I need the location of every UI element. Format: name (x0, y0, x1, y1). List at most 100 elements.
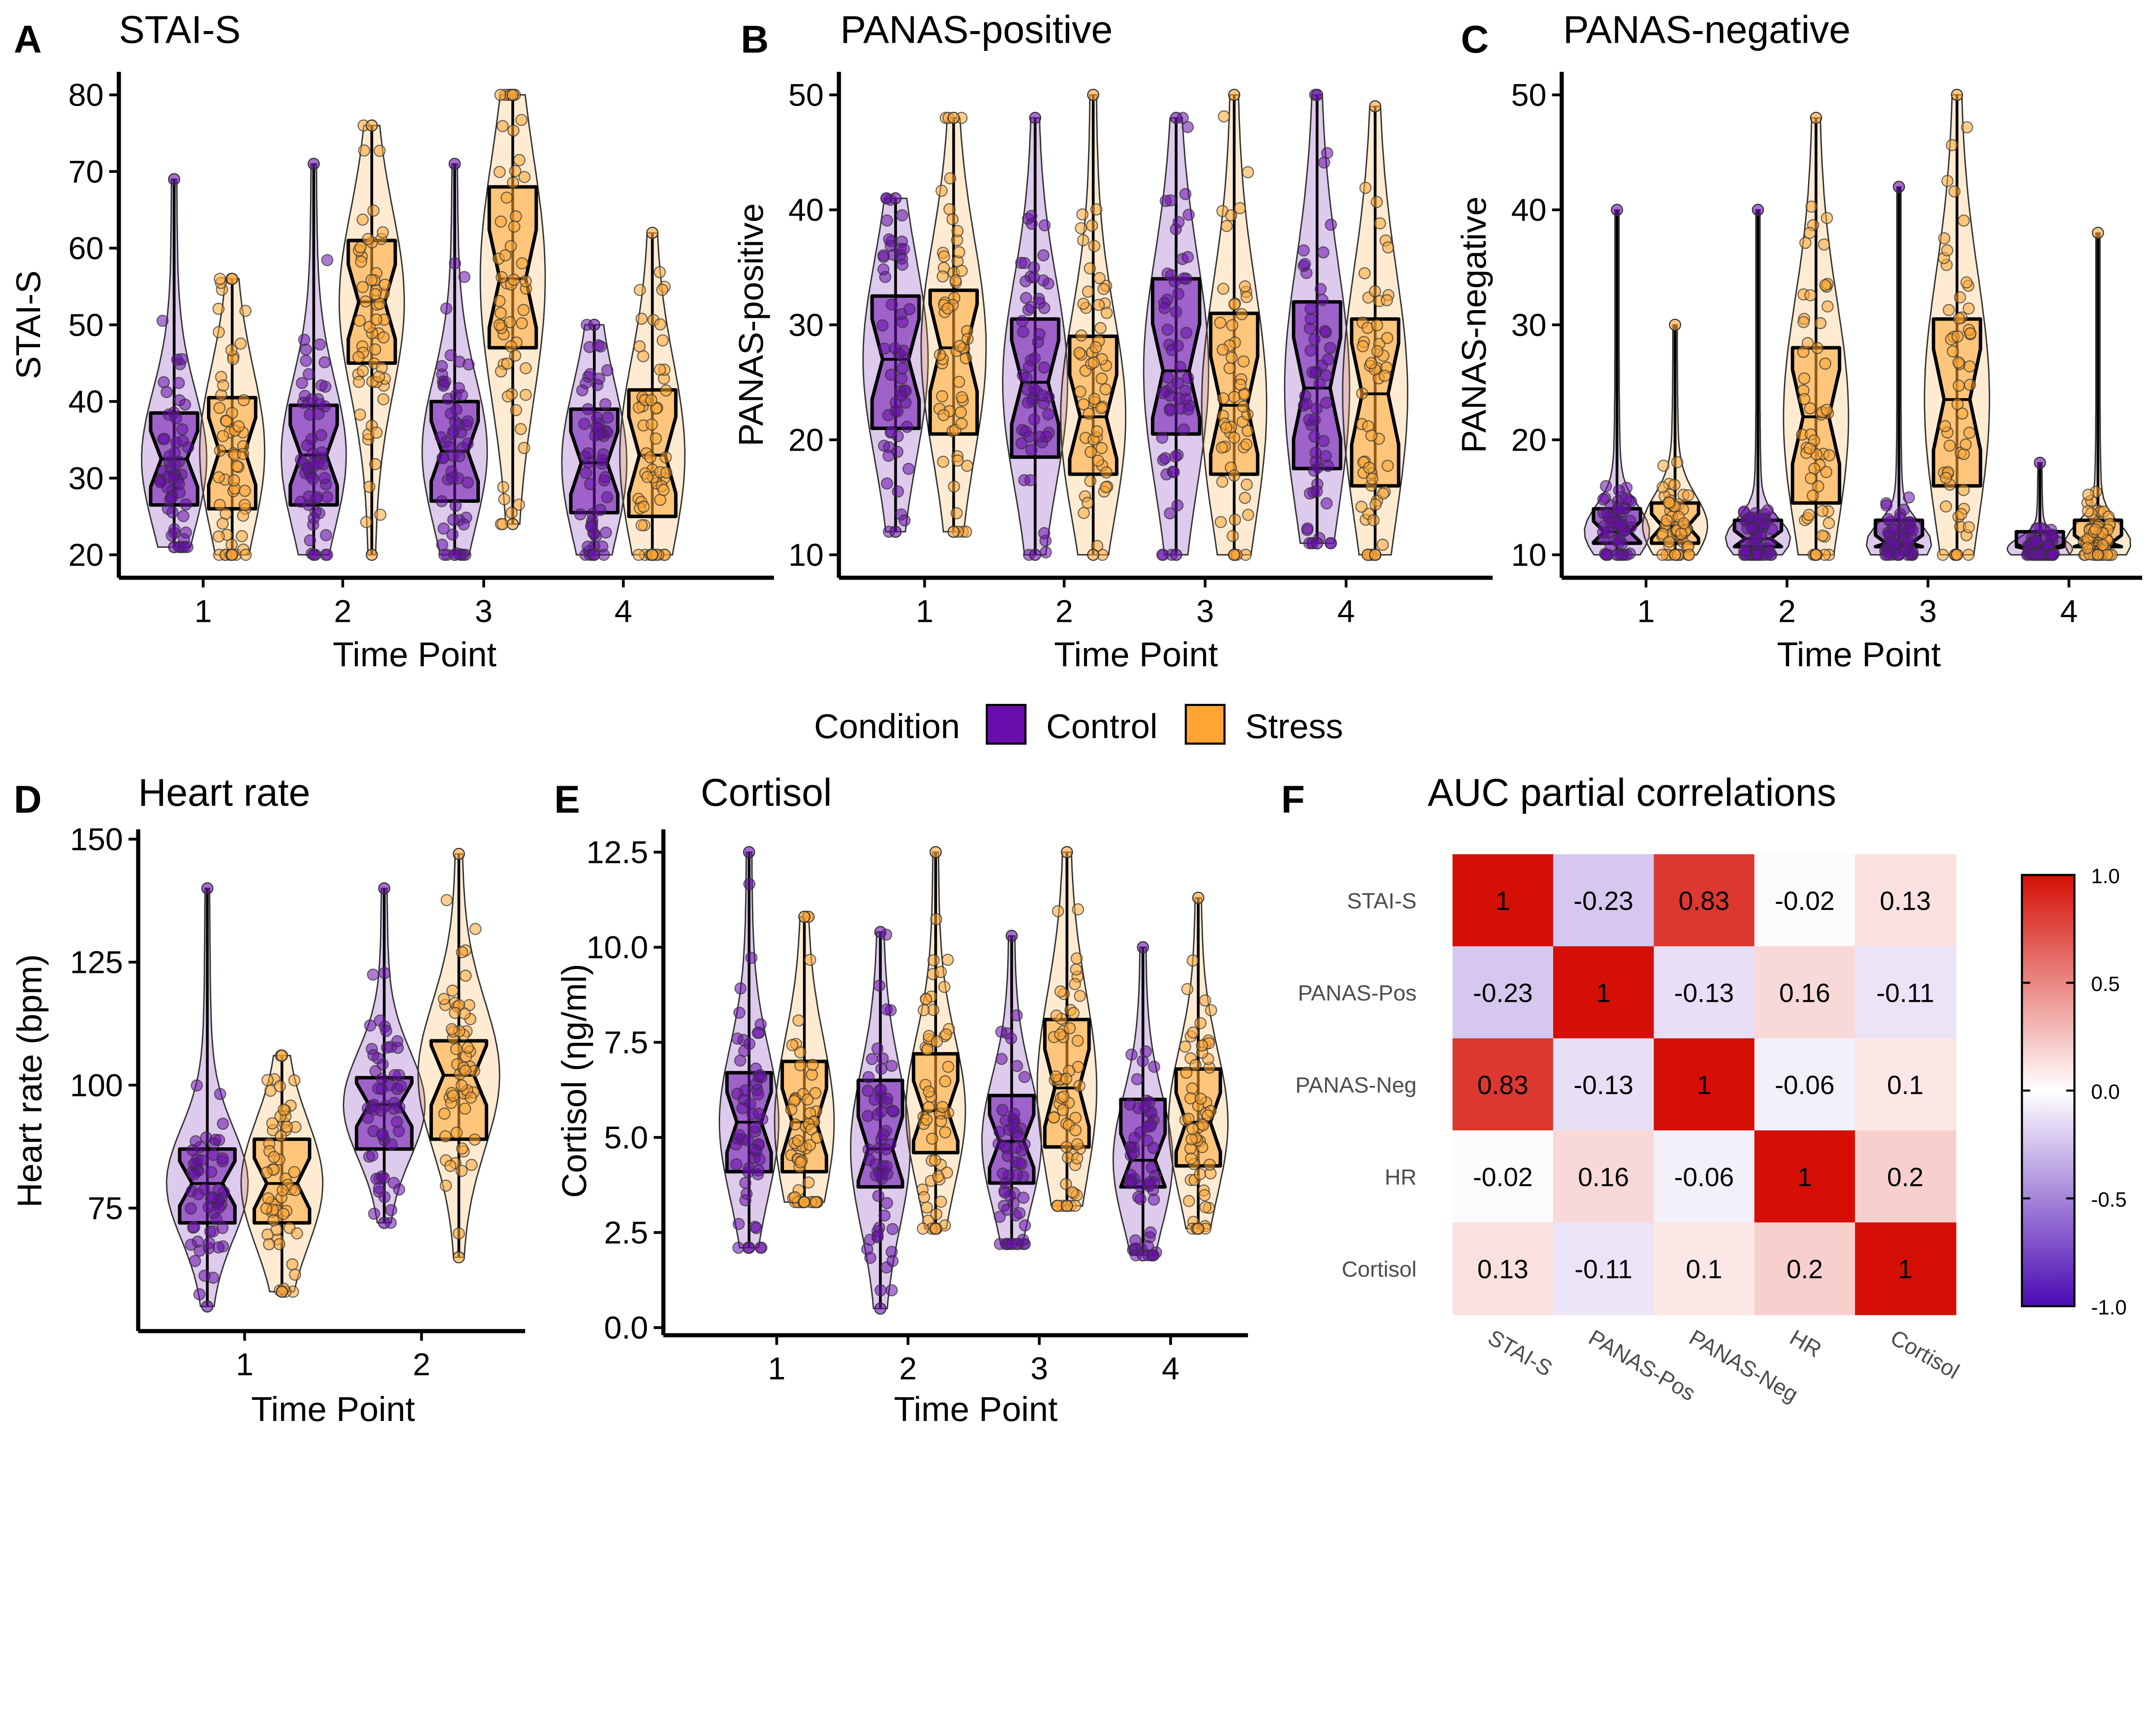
data-point (953, 246, 965, 258)
data-point (450, 1126, 463, 1139)
data-point (1087, 356, 1100, 369)
data-point (438, 1107, 451, 1120)
data-point (871, 1229, 884, 1242)
data-point (929, 1154, 941, 1167)
data-point (1063, 1022, 1076, 1035)
data-point (1094, 322, 1107, 334)
data-point (1370, 196, 1383, 208)
data-point (1182, 372, 1194, 384)
x-tick-label: 2 (334, 593, 351, 629)
data-point (1192, 1223, 1204, 1235)
data-point (437, 522, 450, 535)
data-point (1356, 387, 1369, 400)
data-point (1054, 1028, 1066, 1041)
data-point (898, 243, 910, 255)
data-point (1182, 1113, 1195, 1125)
data-point (505, 340, 517, 353)
colorbar-tick-label: 0.0 (2091, 1080, 2120, 1104)
heatmap-cell-value: -0.11 (1876, 978, 1934, 1007)
data-point (1007, 1121, 1020, 1134)
x-tick-label: 2 (1055, 593, 1073, 629)
data-point (918, 1004, 930, 1016)
data-point (391, 1116, 403, 1128)
data-point (743, 1242, 755, 1254)
data-point (1036, 389, 1049, 402)
group-stress-tp2 (1783, 112, 1849, 561)
data-point (370, 313, 382, 326)
data-point (806, 1059, 819, 1071)
data-point (588, 319, 601, 331)
data-point (1131, 1073, 1144, 1085)
data-point (1316, 294, 1329, 306)
data-point (637, 500, 650, 513)
data-point (447, 449, 459, 462)
data-point (1803, 442, 1816, 455)
group-control-tp1 (862, 192, 929, 538)
data-point (805, 1123, 818, 1136)
group-control-tp4 (2006, 457, 2073, 561)
data-point (189, 1255, 201, 1267)
x-tick-label: 3 (1196, 593, 1214, 629)
data-point (225, 344, 238, 356)
data-point (1060, 1141, 1073, 1154)
colorbar-tick-label: 1.0 (2091, 865, 2120, 888)
data-point (1234, 378, 1247, 391)
data-point (862, 1143, 875, 1156)
data-point (439, 375, 451, 388)
x-axis-label-d: Time Point (251, 1389, 415, 1428)
data-point (1196, 1039, 1208, 1052)
data-point (1060, 1178, 1072, 1190)
data-point (1172, 377, 1184, 389)
data-point (300, 354, 312, 367)
data-point (380, 1025, 392, 1037)
heatmap-cell-value: -0.11 (1574, 1255, 1632, 1284)
data-point (944, 172, 956, 185)
data-point (181, 541, 194, 553)
data-point (730, 1138, 742, 1151)
data-point (520, 389, 532, 401)
data-point (946, 213, 959, 226)
data-point (1086, 219, 1098, 232)
data-point (1218, 110, 1230, 122)
data-point (1661, 514, 1673, 527)
data-point (1025, 444, 1038, 456)
data-point (1314, 283, 1327, 295)
legend: Condition Control Stress (814, 704, 1343, 746)
data-point (937, 409, 950, 421)
data-point (438, 993, 450, 1005)
panel-title-b: PANAS-positive (840, 8, 1113, 51)
data-point (1962, 521, 1975, 533)
data-point (179, 398, 191, 411)
group-control-tp2 (280, 157, 347, 561)
data-point (733, 1218, 745, 1230)
data-point (205, 1166, 217, 1178)
heatmap-cell-value: 0.2 (1887, 1162, 1924, 1192)
data-point (951, 225, 964, 237)
data-point (1237, 400, 1250, 413)
data-point (495, 215, 507, 228)
data-point (216, 1152, 229, 1165)
data-point (234, 337, 247, 350)
data-point (366, 119, 378, 132)
data-point (930, 913, 943, 925)
data-point (1683, 549, 1695, 561)
y-tick-label: 20 (68, 537, 103, 573)
heatmap-col-label: Cortisol (1887, 1325, 1964, 1383)
data-point (1168, 466, 1180, 478)
data-point (885, 426, 898, 438)
data-point (1070, 963, 1082, 976)
data-point (753, 1107, 765, 1120)
data-point (1943, 439, 1956, 452)
data-point (1663, 496, 1676, 509)
data-point (754, 1242, 767, 1254)
data-point (874, 1302, 887, 1315)
heatmap-cell-value: 0.13 (1880, 886, 1930, 916)
data-point (1009, 1142, 1022, 1154)
x-tick-label: 3 (1919, 593, 1937, 629)
data-point (1669, 549, 1681, 561)
data-point (862, 1071, 875, 1083)
data-point (231, 460, 243, 473)
data-point (518, 442, 530, 454)
data-point (362, 233, 374, 245)
heatmap-cell (1553, 1038, 1655, 1131)
